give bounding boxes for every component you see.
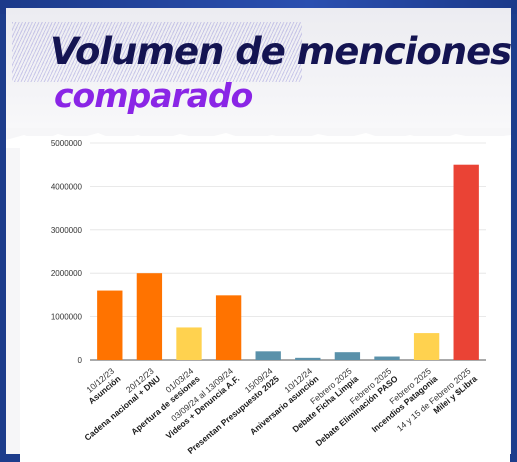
scribble-highlight: [12, 22, 302, 82]
bar-7: [334, 352, 361, 360]
bar-4: [215, 295, 242, 360]
y-tick-label: 3000000: [51, 226, 83, 235]
y-tick-label: 0: [78, 356, 83, 365]
bar-8: [374, 356, 400, 360]
bar-10: [453, 164, 479, 360]
bar-3: [176, 327, 202, 360]
page-title: Volumen de menciones: [50, 30, 512, 73]
paper-shade: [6, 8, 511, 128]
chart-card: 0 1000000 2000000 3000000 4000000 5000000 10/1…: [20, 136, 510, 462]
bar-5: [255, 351, 281, 360]
y-tick-label: 5000000: [51, 139, 83, 148]
y-tick-label: 4000000: [51, 182, 83, 191]
bar-1: [97, 290, 123, 360]
bar-6: [295, 357, 321, 360]
page-subtitle: comparado: [54, 76, 253, 115]
y-tick-label: 2000000: [51, 269, 83, 278]
bar-chart: 0 1000000 2000000 3000000 4000000 5000000 10/1…: [51, 139, 486, 456]
bar-9: [413, 333, 440, 360]
bar-2: [136, 273, 163, 360]
slide-paper: Volumen de menciones comparado 0 1000000 2…: [6, 8, 512, 462]
y-tick-label: 1000000: [51, 313, 83, 322]
